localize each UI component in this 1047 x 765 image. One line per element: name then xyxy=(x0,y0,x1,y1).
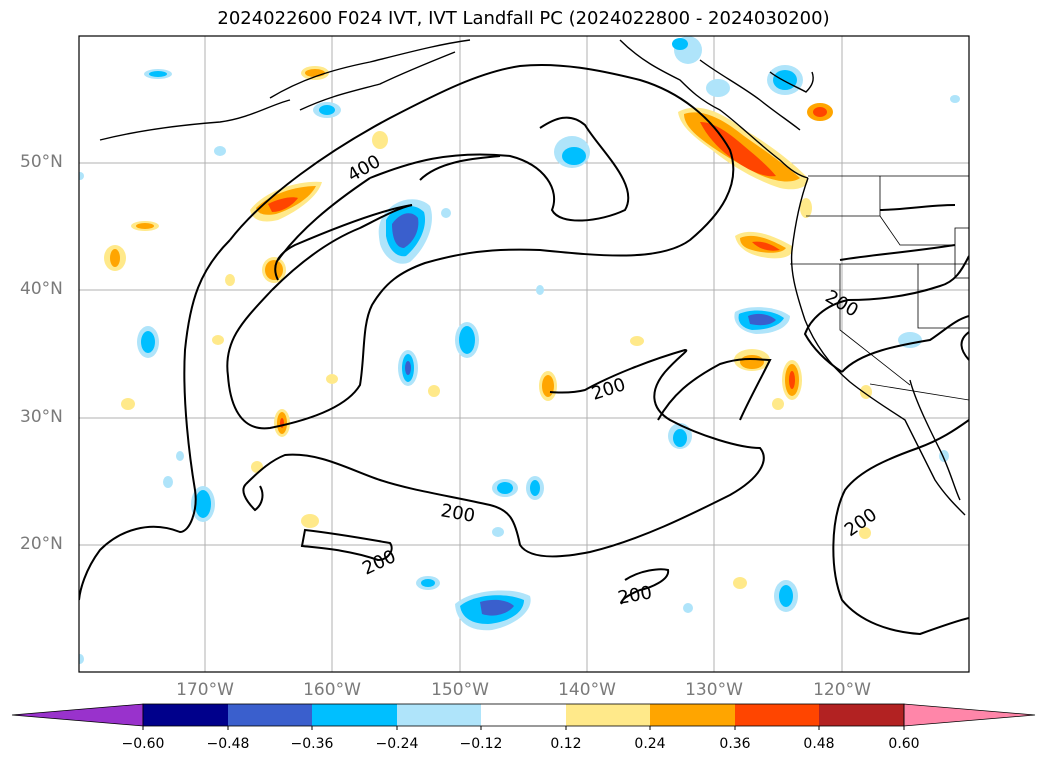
colorbar xyxy=(11,703,1036,730)
colorbar-cell xyxy=(650,704,735,726)
colorbar-tick-label: −0.24 xyxy=(375,736,419,752)
lat-label: 50°N xyxy=(20,152,63,172)
ivt-contours xyxy=(79,63,969,636)
colorbar-cell xyxy=(735,704,819,726)
lon-label: 140°W xyxy=(558,680,616,700)
colorbar-tick-label: −0.12 xyxy=(459,736,503,752)
colorbar-tick-label: −0.60 xyxy=(121,736,165,752)
colorbar-tick-label: 0.36 xyxy=(719,736,751,752)
lon-label: 150°W xyxy=(431,680,489,700)
colorbar-tick-label: −0.48 xyxy=(206,736,250,752)
contour-label: 200 xyxy=(616,582,653,609)
map-frame xyxy=(78,35,970,673)
colorbar-cell xyxy=(566,704,650,726)
lon-label: 120°W xyxy=(813,680,871,700)
lat-label: 40°N xyxy=(20,279,63,299)
colorbar-tick-label: 0.24 xyxy=(634,736,666,752)
colorbar-extend-high xyxy=(903,703,1036,727)
map-plot-area xyxy=(79,36,969,672)
colorbar-frame xyxy=(142,703,905,727)
colorbar-cell xyxy=(228,704,312,726)
colorbar-cell xyxy=(397,704,481,726)
colorbar-tick-label: 0.60 xyxy=(888,736,920,752)
colorbar-tick-label: 0.12 xyxy=(550,736,582,752)
pc-shading xyxy=(79,36,960,664)
contour-label: 200 xyxy=(439,500,476,527)
colorbar-extend-low xyxy=(11,703,144,727)
lon-label: 170°W xyxy=(176,680,234,700)
lon-label: 160°W xyxy=(303,680,361,700)
colorbar-tick-label: 0.48 xyxy=(803,736,835,752)
colorbar-cell xyxy=(819,704,904,726)
lat-label: 20°N xyxy=(20,534,63,554)
colorbar-tick-label: −0.36 xyxy=(290,736,334,752)
colorbar-cell xyxy=(481,704,566,726)
map-title: 2024022600 F024 IVT, IVT Landfall PC (20… xyxy=(217,8,830,29)
lon-label: 130°W xyxy=(685,680,743,700)
contour-label: 200 xyxy=(589,374,628,405)
contour-label: 200 xyxy=(359,546,399,580)
state-borders xyxy=(790,175,969,401)
colorbar-cell xyxy=(312,704,397,726)
coastlines xyxy=(99,39,966,516)
lat-label: 30°N xyxy=(20,407,63,427)
colorbar-cell xyxy=(143,704,228,726)
